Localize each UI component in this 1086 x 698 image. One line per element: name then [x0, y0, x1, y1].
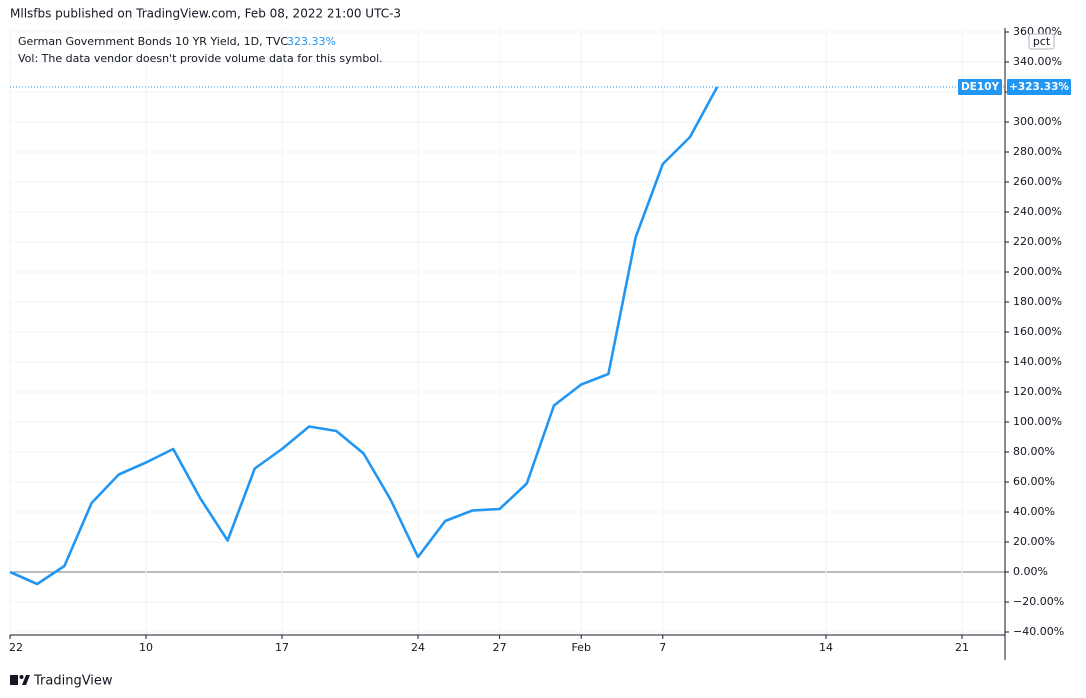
legend-value: 323.33% — [287, 35, 336, 48]
y-tick-label: 180.00% — [1013, 295, 1062, 308]
y-tick-label: 260.00% — [1013, 175, 1062, 188]
grid — [9, 28, 1005, 635]
line-series — [9, 86, 719, 586]
y-tick-label: 60.00% — [1013, 475, 1055, 488]
y-tick-label: 40.00% — [1013, 505, 1055, 518]
y-tick-label: 140.00% — [1013, 355, 1062, 368]
header: Mllsfbs published on TradingView.com, Fe… — [10, 7, 401, 21]
footer-logo — [10, 675, 30, 685]
unit-label: pct — [1033, 35, 1051, 48]
footer-brand: TradingView — [33, 674, 113, 689]
x-tick-label: 22 — [9, 641, 23, 654]
x-tick-label: Feb — [571, 641, 590, 654]
y-tick-label: 240.00% — [1013, 205, 1062, 218]
y-tick-label: 200.00% — [1013, 265, 1062, 278]
symbol-tag: DE10Y — [961, 81, 1000, 93]
symbol-tag-bg — [958, 79, 1002, 96]
plot — [9, 86, 1005, 586]
y-tick-label: −40.00% — [1013, 625, 1064, 638]
x-tick-label: 21 — [955, 641, 969, 654]
y-tick-label: 280.00% — [1013, 145, 1062, 158]
x-tick-label: 27 — [493, 641, 507, 654]
y-tick-label: 300.00% — [1013, 115, 1062, 128]
y-tick-label: 220.00% — [1013, 235, 1062, 248]
volume-note: Vol: The data vendor doesn't provide vol… — [18, 52, 383, 65]
x-tick-label: 10 — [139, 641, 153, 654]
x-tick-label: 14 — [819, 641, 833, 654]
y-tick-label: 100.00% — [1013, 415, 1062, 428]
y-tick-label: −20.00% — [1013, 595, 1064, 608]
x-tick-label: 17 — [275, 641, 289, 654]
y-tick-label: 120.00% — [1013, 385, 1062, 398]
y-tick-label: 160.00% — [1013, 325, 1062, 338]
y-tick-label: 20.00% — [1013, 535, 1055, 548]
unit-box — [1028, 33, 1055, 50]
last-value-tag-bg — [1007, 79, 1071, 96]
last-value-tag: +323.33% — [1009, 81, 1069, 93]
y-tick-label: 340.00% — [1013, 55, 1062, 68]
y-tick-label: 80.00% — [1013, 445, 1055, 458]
y-tick-label: 0.00% — [1013, 565, 1048, 578]
x-tick-label: 24 — [411, 641, 425, 654]
legend-title: German Government Bonds 10 YR Yield, 1D,… — [18, 35, 288, 48]
x-tick-label: 7 — [659, 641, 666, 654]
